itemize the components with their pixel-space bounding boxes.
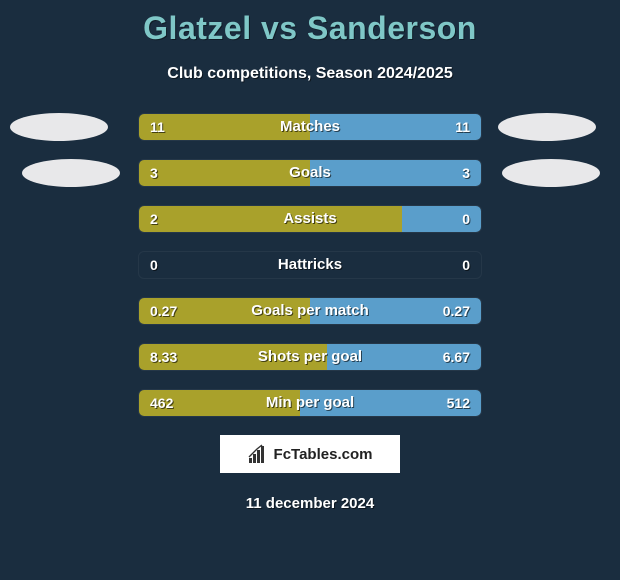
source-logo-text: FcTables.com	[274, 446, 373, 463]
source-logo-box: FcTables.com	[220, 435, 400, 473]
stat-row: 8.336.67Shots per goal	[0, 343, 620, 371]
stat-row: 462512Min per goal	[0, 389, 620, 417]
stats-area: 1111Matches 33Goals 20Assists 00Hattricks 0.…	[0, 113, 620, 417]
stat-row: 1111Matches	[0, 113, 620, 141]
fctables-icon	[248, 444, 268, 464]
stat-row: 00Hattricks	[0, 251, 620, 279]
comparison-title: Glatzel vs Sanderson	[0, 0, 620, 47]
vs-text: vs	[261, 10, 298, 46]
stat-label: Hattricks	[138, 251, 482, 279]
stat-label: Goals	[138, 159, 482, 187]
stat-row: 33Goals	[0, 159, 620, 187]
player-left-name: Glatzel	[143, 10, 251, 46]
date-text: 11 december 2024	[0, 495, 620, 512]
stat-label: Goals per match	[138, 297, 482, 325]
stat-row: 20Assists	[0, 205, 620, 233]
player-right-name: Sanderson	[307, 10, 477, 46]
stat-label: Matches	[138, 113, 482, 141]
subtitle: Club competitions, Season 2024/2025	[0, 65, 620, 83]
stat-label: Shots per goal	[138, 343, 482, 371]
stat-row: 0.270.27Goals per match	[0, 297, 620, 325]
stat-label: Min per goal	[138, 389, 482, 417]
stat-label: Assists	[138, 205, 482, 233]
